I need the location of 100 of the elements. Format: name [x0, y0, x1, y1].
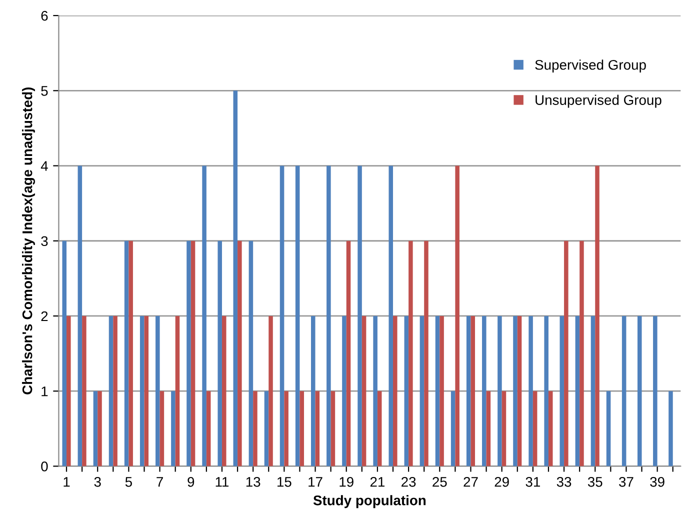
bar [175, 316, 180, 466]
bar [124, 240, 129, 466]
x-tick-label: 5 [125, 477, 132, 487]
bar [98, 391, 102, 466]
bar [268, 316, 273, 466]
x-tick-label: 37 [619, 476, 634, 487]
bar [238, 240, 242, 466]
bar [564, 240, 568, 466]
x-tick-label: 21 [370, 476, 385, 487]
bar [668, 391, 673, 466]
bar [190, 240, 196, 466]
x-tick-label: 3 [94, 476, 101, 487]
x-tick-label: 31 [526, 476, 540, 487]
y-tick-label: 0 [41, 462, 48, 472]
bar [202, 166, 206, 466]
x-tick-label: 39 [650, 476, 664, 487]
x-tick-label: 17 [308, 477, 322, 487]
bar [160, 391, 164, 466]
bar [113, 316, 118, 466]
x-tick-label: 13 [246, 476, 260, 487]
bar [206, 391, 211, 466]
bar [300, 391, 304, 466]
x-axis-title: Study population [313, 495, 426, 508]
bar [637, 316, 642, 466]
y-tick-label: 1 [42, 386, 48, 396]
bar [140, 316, 144, 466]
legend-label: Unsupervised Group [536, 94, 662, 108]
x-tick-label: 11 [216, 477, 229, 487]
bar [532, 391, 538, 466]
bar [82, 316, 86, 466]
bar [358, 166, 362, 466]
bar [498, 316, 502, 466]
bar [560, 316, 564, 466]
bar [393, 316, 398, 466]
y-tick-label: 6 [41, 10, 48, 21]
y-tick-label: 4 [40, 161, 48, 171]
bar [310, 316, 316, 466]
bar [450, 391, 456, 466]
x-tick-label: 27 [464, 476, 478, 487]
bar [171, 391, 176, 466]
x-tick-label: 7 [156, 477, 163, 487]
bar [326, 166, 331, 466]
bar [233, 90, 238, 466]
bar [606, 391, 611, 466]
x-tick-label: 15 [278, 477, 292, 487]
x-tick-label: 25 [432, 476, 447, 487]
bar [502, 391, 506, 466]
bar [373, 316, 378, 466]
bar [544, 316, 548, 466]
bar [330, 391, 336, 466]
bar [218, 240, 222, 466]
bar [435, 316, 440, 466]
bar [420, 316, 424, 466]
bar [470, 316, 476, 466]
bar [404, 316, 409, 466]
bar [513, 316, 518, 466]
bar [315, 391, 320, 466]
bar [486, 391, 491, 466]
bar [580, 240, 584, 466]
bar [248, 240, 254, 466]
x-tick-label: 35 [588, 476, 602, 487]
bar [93, 391, 98, 466]
bar [595, 166, 600, 466]
bar [408, 240, 413, 466]
bar [440, 316, 444, 466]
bar [78, 166, 82, 466]
bar [66, 316, 71, 466]
x-tick-label: 33 [556, 476, 572, 487]
bar [590, 316, 596, 466]
bar [284, 391, 288, 466]
bar [388, 166, 394, 466]
bar [222, 316, 226, 466]
bar [653, 316, 658, 466]
x-tick-label: 29 [494, 476, 509, 487]
bar [575, 316, 580, 466]
x-tick-label: 19 [340, 476, 354, 487]
x-tick-label: 1 [64, 477, 70, 487]
y-tick-label: 3 [41, 236, 48, 246]
bar [622, 316, 626, 466]
bar [280, 166, 284, 466]
y-tick-label: 2 [41, 311, 48, 322]
bar [362, 316, 366, 466]
bar [346, 240, 351, 466]
legend-label: Supervised Group [535, 60, 646, 73]
bar [466, 316, 471, 466]
y-tick-label: 5 [41, 86, 48, 96]
x-tick-label: 9 [188, 476, 194, 487]
bar [517, 316, 522, 466]
bar [455, 166, 460, 466]
bar [264, 391, 269, 466]
bar [144, 316, 149, 466]
bar [548, 391, 553, 466]
bar [528, 316, 533, 466]
bar [156, 316, 160, 466]
bar [424, 240, 428, 466]
y-axis-title: Charlson's Comorbidity Index(age unadjusted) [22, 87, 36, 394]
bar [482, 316, 486, 466]
bar [342, 316, 346, 466]
bar [186, 240, 191, 466]
bar [108, 316, 114, 466]
